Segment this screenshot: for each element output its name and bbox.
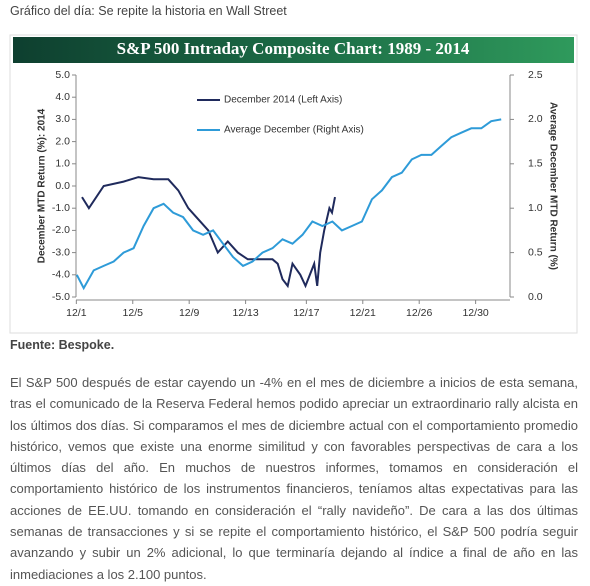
y-tick-label: -1.0 [52, 202, 70, 214]
y-tick-label: 0.0 [55, 180, 70, 192]
y2-tick-label: 2.5 [528, 69, 543, 81]
y-tick-label: -3.0 [52, 246, 70, 258]
legend-label: December 2014 (Left Axis) [224, 95, 342, 106]
y2-axis-title: Average December MTD Return (%) [547, 102, 558, 270]
x-tick-label: 12/26 [406, 307, 432, 319]
source: Fuente: Bespoke. [10, 338, 115, 352]
chart: S&P 500 Intraday Composite Chart: 1989 -… [9, 34, 578, 334]
y2-tick-label: 0.0 [528, 291, 543, 303]
y-tick-label: -2.0 [52, 224, 70, 236]
chart-frame [9, 34, 578, 334]
x-tick-label: 12/21 [350, 307, 376, 319]
y-tick-label: -5.0 [52, 291, 70, 303]
header-title: Gráfico del día: Se repite la historia e… [10, 4, 287, 18]
x-tick-label: 12/9 [179, 307, 200, 319]
x-tick-label: 12/5 [123, 307, 144, 319]
y-tick-label: 1.0 [55, 158, 70, 170]
x-tick-label: 12/17 [293, 307, 319, 319]
y-tick-label: -4.0 [52, 269, 70, 281]
title-banner [13, 37, 574, 63]
series-line [81, 176, 336, 289]
y-tick-label: 4.0 [55, 91, 70, 103]
legend-label: Average December (Right Axis) [224, 125, 364, 136]
y-axis-title: December MTD Return (%): 2014 [37, 108, 48, 263]
x-tick-label: 12/1 [66, 307, 87, 319]
y2-tick-label: 0.5 [528, 246, 543, 258]
y-tick-label: 3.0 [55, 113, 70, 125]
chart-title: S&P 500 Intraday Composite Chart: 1989 -… [117, 39, 470, 58]
x-tick-label: 12/30 [462, 307, 488, 319]
x-tick-label: 12/13 [232, 307, 258, 319]
y-tick-label: 2.0 [55, 135, 70, 147]
y2-tick-label: 1.0 [528, 202, 543, 214]
series-line [75, 118, 502, 291]
y2-tick-label: 2.0 [528, 113, 543, 125]
y2-tick-label: 1.5 [528, 158, 543, 170]
body-text: El S&P 500 después de estar cayendo un -… [10, 375, 578, 582]
y-tick-label: 5.0 [55, 69, 70, 81]
